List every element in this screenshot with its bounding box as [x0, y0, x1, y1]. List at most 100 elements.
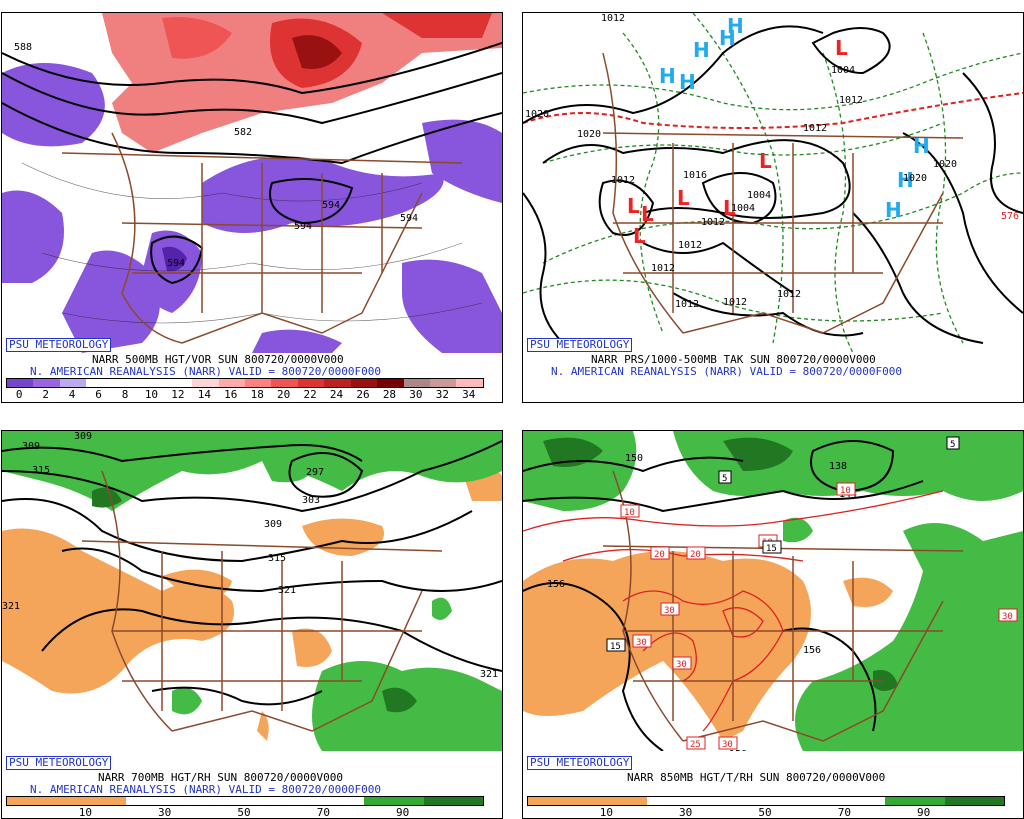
colorbar-tick-label: 32 — [435, 388, 449, 401]
contour-label: 297 — [306, 467, 324, 478]
colorbar-swatch — [7, 379, 34, 387]
colorbar-swatch — [944, 797, 1004, 805]
svg-text:30: 30 — [664, 606, 675, 616]
svg-text:10: 10 — [840, 486, 851, 496]
temperature-box-label: 10 — [836, 482, 856, 496]
high-pressure-marker: H — [727, 14, 744, 38]
low-pressure-marker: L — [627, 194, 640, 218]
colorbar-swatch — [126, 797, 186, 805]
rh-colorbar — [527, 796, 1005, 806]
high-pressure-marker: H — [885, 198, 902, 222]
psu-meteorology-badge: PSU METEOROLOGY — [6, 756, 112, 770]
rh-colorbar-ticks: 10 30 50 70 90 — [527, 807, 1003, 819]
contour-label: 315 — [268, 553, 286, 564]
colorbar-swatch — [112, 379, 140, 387]
map-500mb: 588 582 594 594 594 594 — [2, 13, 502, 353]
colorbar-tick-label: 10 — [144, 388, 159, 401]
colorbar-swatch — [7, 797, 67, 805]
map-700mb: 309 309 315 297 303 309 315 321 321 321 — [2, 431, 502, 751]
vorticity-colorbar-ticks: 0 2 4 6 8 10 12 14 16 18 20 22 24 26 28 30 32 34 — [6, 389, 482, 401]
colorbar-swatch — [245, 797, 305, 805]
isobar-label: 1012 — [701, 217, 725, 228]
temperature-box-label: 30 — [672, 656, 692, 670]
colorbar-swatch — [456, 379, 483, 387]
contour-label: 309 — [22, 441, 40, 452]
colorbar-swatch — [430, 379, 457, 387]
colorbar-swatch — [885, 797, 945, 805]
colorbar-swatch — [192, 379, 219, 387]
contour-label: 303 — [302, 495, 320, 506]
temperature-box-label: 30 — [718, 736, 738, 750]
temperature-box-label: 25 — [686, 736, 706, 750]
panel-subtitle: N. AMERICAN REANALYSIS (NARR) VALID = 80… — [30, 783, 381, 796]
colorbar-swatch — [185, 797, 245, 805]
colorbar-swatch — [377, 379, 404, 387]
colorbar-swatch — [139, 379, 166, 387]
isobar-label: 1012 — [611, 175, 635, 186]
contour-label: 594 — [294, 221, 312, 232]
svg-text:15: 15 — [610, 642, 621, 652]
colorbar-tick-label: 30 — [158, 806, 172, 819]
contour-label: 588 — [14, 42, 32, 53]
colorbar-swatch — [271, 379, 298, 387]
map-pressure: L L L L L L L H H H H H H H H 1012 1020 … — [523, 13, 1023, 353]
colorbar-swatch — [304, 797, 364, 805]
dry-region — [2, 528, 234, 694]
psu-meteorology-badge: PSU METEOROLOGY — [527, 756, 633, 770]
svg-text:20: 20 — [654, 550, 665, 560]
colorbar-tick-label: 24 — [329, 388, 344, 401]
temperature-box-label: 15 — [762, 540, 782, 554]
map-850mb: 150 138 144 156 156 150 5510101015202030… — [523, 431, 1023, 751]
low-pressure-marker: L — [641, 202, 654, 226]
isobar-label: 1012 — [601, 13, 625, 24]
high-pressure-marker: H — [897, 168, 914, 192]
low-pressure-marker: L — [723, 196, 736, 220]
colorbar-tick-label: 70 — [837, 806, 851, 819]
colorbar-tick-label: 6 — [95, 388, 102, 401]
vorticity-min-region — [2, 63, 105, 147]
temperature-box-label: 30 — [998, 608, 1018, 622]
temperature-box-label: 15 — [606, 638, 626, 652]
svg-text:30: 30 — [636, 638, 647, 648]
colorbar-tick-label: 90 — [917, 806, 931, 819]
contour-label: 321 — [480, 669, 498, 680]
isobar-label: 1012 — [723, 297, 747, 308]
colorbar-tick-label: 10 — [599, 806, 613, 819]
psu-meteorology-badge: PSU METEOROLOGY — [527, 338, 633, 352]
colorbar-tick-label: 90 — [396, 806, 410, 819]
panel-subtitle: N. AMERICAN REANALYSIS (NARR) VALID = 80… — [551, 365, 902, 378]
colorbar-swatch — [403, 379, 430, 387]
colorbar-swatch — [766, 797, 826, 805]
psu-meteorology-badge: PSU METEOROLOGY — [6, 338, 112, 352]
contour-label: 594 — [400, 213, 418, 224]
colorbar-swatch — [297, 379, 325, 387]
panel-title: NARR PRS/1000-500MB TAK SUN 800720/0000V… — [591, 353, 876, 366]
colorbar-swatch — [324, 379, 351, 387]
isobar-label: 1012 — [839, 95, 863, 106]
svg-text:5: 5 — [950, 440, 955, 450]
contour-label: 138 — [829, 461, 847, 472]
colorbar-swatch — [86, 379, 113, 387]
colorbar-tick-label: 20 — [277, 388, 291, 401]
panel-title: NARR 850MB HGT/T/RH SUN 800720/0000V000 — [627, 771, 886, 784]
svg-text:20: 20 — [690, 550, 701, 560]
svg-text:25: 25 — [690, 740, 701, 750]
colorbar-swatch — [165, 379, 193, 387]
colorbar-tick-label: 10 — [78, 806, 92, 819]
temperature-box-label: 20 — [650, 546, 670, 560]
colorbar-swatch — [350, 379, 378, 387]
colorbar-swatch — [423, 797, 483, 805]
colorbar-tick-label: 70 — [316, 806, 330, 819]
panel-subtitle: N. AMERICAN REANALYSIS (NARR) VALID = 80… — [30, 365, 381, 378]
colorbar-tick-label: 16 — [224, 388, 238, 401]
contour-label: 309 — [74, 431, 92, 442]
colorbar-tick-label: 12 — [171, 388, 185, 401]
colorbar-tick-label: 14 — [197, 388, 211, 401]
colorbar-swatch — [528, 797, 588, 805]
high-pressure-marker: H — [659, 64, 676, 88]
contour-label: 150 — [625, 453, 643, 464]
colorbar-tick-label: 2 — [42, 388, 49, 401]
colorbar-swatch — [647, 797, 707, 805]
temperature-box-label: 30 — [632, 634, 652, 648]
panel-500mb-vorticity: 588 582 594 594 594 594 PSU METEOROLOGY … — [1, 12, 503, 403]
